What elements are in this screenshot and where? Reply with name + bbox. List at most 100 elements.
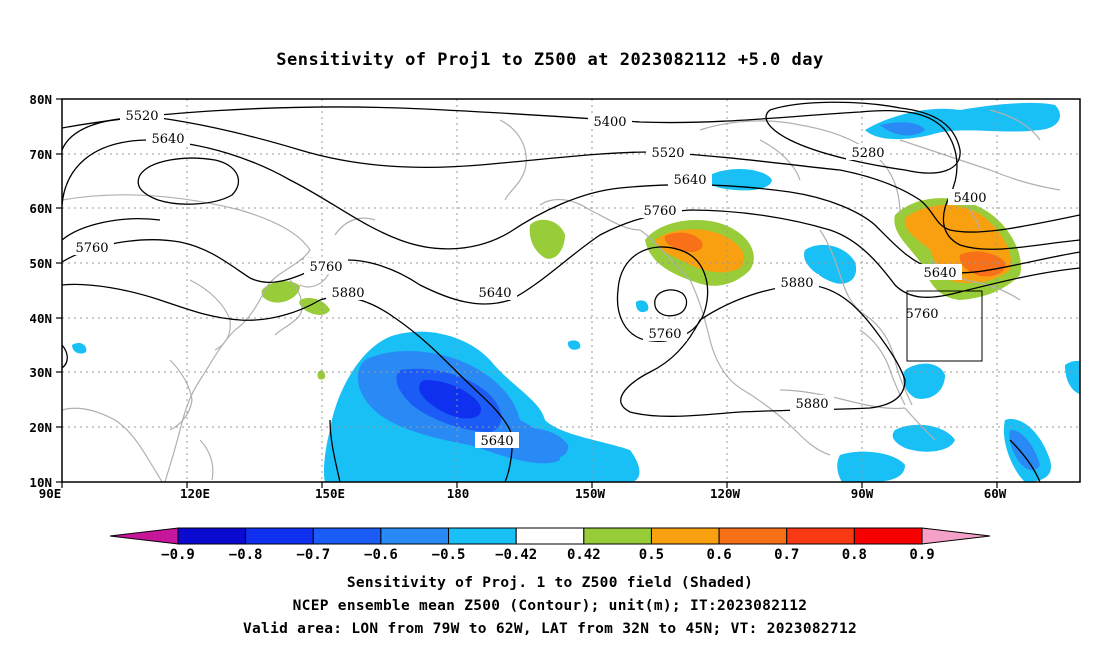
colorbar-label: 0.8: [842, 547, 867, 563]
lon-label: 90W: [851, 486, 874, 501]
negative-hudson: [804, 244, 857, 284]
colorbar-segment: [853, 527, 923, 545]
positive-green-japan-2: [299, 298, 330, 315]
colorbar-label: −0.7: [296, 547, 330, 563]
lon-label: 60W: [984, 486, 1007, 501]
map-title: Sensitivity of Proj1 to Z500 at 20230821…: [276, 50, 824, 70]
colorbar-segment: [448, 527, 517, 545]
lon-label: 150E: [315, 486, 345, 501]
contour-5880-sw: [62, 344, 68, 369]
contour-label: 5280: [851, 146, 884, 161]
contour-label: 5880: [780, 276, 813, 291]
contour-label: 5640: [923, 266, 956, 281]
caption-contour: NCEP ensemble mean Z500 (Contour); unit(…: [292, 598, 808, 614]
colorbar-label: −0.5: [432, 547, 466, 563]
lat-label: 40N: [29, 311, 52, 326]
lon-label: 120E: [180, 486, 210, 501]
valid-area-box: [906, 290, 983, 362]
colorbar-label: −0.8: [229, 547, 263, 563]
colorbar-segment: [515, 527, 585, 545]
contour-5760-inner: [654, 289, 688, 317]
contour-5760-low: [616, 246, 709, 342]
contour-5520: [62, 116, 1080, 233]
contour-labels: 5520 5640 5400 5520 5640 5760 5760 5280 …: [70, 107, 992, 449]
colorbar-segment: [245, 527, 314, 545]
negative-core-3: [419, 380, 482, 419]
contour-label: 5400: [953, 191, 986, 206]
contour-5880-east: [620, 284, 906, 417]
positive-red-pnw: [664, 232, 703, 252]
lat-label: 30N: [29, 365, 52, 380]
contour-5880-west: [329, 419, 341, 482]
negative-east: [1065, 360, 1080, 395]
z500-contours: [62, 101, 1080, 482]
lat-label: 60N: [29, 201, 52, 216]
contour-5640-2: [62, 218, 161, 241]
sensitivity-shading: [72, 102, 1080, 482]
negative-atlantic-2: [892, 424, 955, 452]
colorbar-label: 0.7: [774, 547, 799, 563]
negative-atlantic-1: [903, 363, 945, 399]
contour-5640: [62, 139, 1080, 274]
colorbar-label: 0.42: [567, 547, 601, 563]
contour-label: 5880: [331, 286, 364, 301]
contour-label: 5880: [795, 397, 828, 412]
negative-atlantic-4: [1009, 429, 1040, 471]
negative-small-west: [72, 342, 87, 354]
plot-area: 5520 5640 5400 5520 5640 5760 5760 5280 …: [62, 99, 1080, 482]
colorbar-label: 0.9: [909, 547, 934, 563]
negative-small-cal: [635, 300, 649, 313]
caption-shading: Sensitivity of Proj. 1 to Z500 field (Sh…: [346, 575, 754, 591]
negative-small-pac: [567, 340, 581, 350]
contour-label: 5760: [648, 327, 681, 342]
contour-5280: [765, 101, 961, 174]
contour-label: 5520: [125, 109, 158, 124]
positive-green-small: [317, 370, 326, 380]
positive-red-atl: [959, 251, 1006, 277]
negative-small-1: [519, 428, 569, 459]
colorbar: −0.9 −0.8 −0.7 −0.6 −0.5 −0.42 0.42 0.5 0.6 0.7 0.…: [109, 527, 991, 563]
contour-label: 5640: [480, 434, 513, 449]
lon-label: 90E: [39, 486, 62, 501]
lon-label: 120W: [710, 486, 741, 501]
contour-label: 5640: [151, 132, 184, 147]
negative-gulf: [837, 451, 905, 482]
contour-label: 5640: [673, 173, 706, 188]
contour-label: 5760: [905, 307, 938, 322]
lat-label: 70N: [29, 147, 52, 162]
colorbar-segment: [177, 527, 247, 545]
lat-label: 20N: [29, 420, 52, 435]
contour-5640-closed: [137, 157, 240, 205]
contour-5400: [62, 106, 1080, 250]
colorbar-label: −0.9: [161, 547, 195, 563]
colorbar-segment: [583, 527, 652, 545]
contour-label: 5400: [593, 115, 626, 130]
latitude-axis: 80N 70N 60N 50N 40N 30N 20N 10N: [29, 92, 62, 490]
contour-5880-se: [1009, 439, 1041, 482]
contour-label: 5760: [643, 204, 676, 219]
contour-label: 5520: [651, 146, 684, 161]
colorbar-max-arrow: [921, 527, 991, 545]
colorbar-min-arrow: [109, 527, 179, 545]
plot-frame: [61, 98, 1081, 483]
negative-arctic-2: [880, 122, 925, 136]
longitude-axis: 90E 120E 150E 180 150W 120W 90W 60W: [39, 482, 1007, 501]
colorbar-label: 0.6: [706, 547, 731, 563]
lat-label: 10N: [29, 475, 52, 490]
contour-label: 5760: [309, 260, 342, 275]
colorbar-label: −0.42: [495, 547, 537, 563]
caption-valid-area: Valid area: LON from 79W to 62W, LAT fro…: [242, 621, 858, 637]
contour-label: 5640: [478, 286, 511, 301]
lat-label: 80N: [29, 92, 52, 107]
colorbar-segment: [312, 527, 382, 545]
colorbar-segment: [718, 527, 788, 545]
coastlines: [62, 109, 1061, 482]
lat-label: 50N: [29, 256, 52, 271]
colorbar-segment: [380, 527, 450, 545]
colorbar-segment: [786, 527, 855, 545]
negative-arctic: [865, 102, 1060, 140]
lon-label: 180: [447, 486, 470, 501]
positive-green-bering: [529, 219, 565, 259]
lon-label: 150W: [575, 486, 606, 501]
